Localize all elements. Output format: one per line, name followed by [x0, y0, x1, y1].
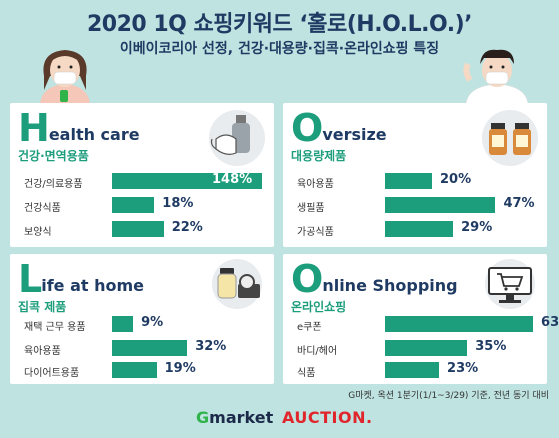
bar-row: 바디/헤어 35% — [283, 338, 547, 360]
bar-value-label: 32% — [195, 339, 227, 354]
page-title: 2020 1Q 쇼핑키워드 ‘홀로(H.O.L.O.)’ — [86, 12, 473, 37]
bar — [112, 362, 157, 378]
bar-category-label: 가공식품 — [297, 227, 334, 238]
man-with-mask-illustration — [463, 49, 529, 104]
panel-oversize: Oversize 대용량제품 육아용품 20% 생필품 47% 가공식품 29% — [283, 103, 547, 247]
bar-category-label: 육아용품 — [297, 179, 334, 190]
panel-subheading: 대용량제품 — [291, 149, 347, 163]
large-jars-icon — [482, 110, 538, 166]
bar-row: 재택 근무 용품 9% — [10, 314, 274, 336]
bar-category-label: e쿠폰 — [297, 322, 322, 333]
mask-and-sanitizer-icon — [209, 110, 265, 166]
source-note: G마켓, 옥션 1분기(1/1~3/29) 기준, 전년 동기 대비 — [348, 391, 549, 401]
bar — [112, 316, 134, 332]
bar-category-label: 다이어트용품 — [24, 368, 80, 379]
panel-initial: H — [18, 106, 50, 150]
bar — [112, 340, 188, 356]
bar-value-label: 35% — [475, 339, 507, 354]
panel-subheading: 집콕 제품 — [18, 300, 67, 314]
bar-value-label: 29% — [461, 220, 493, 235]
bar — [385, 340, 468, 356]
bar-category-label: 건강/의료용품 — [24, 179, 83, 190]
bar-category-label: 재택 근무 용품 — [24, 322, 86, 333]
gmarket-logo-rest: market — [209, 408, 274, 427]
panel-initial: O — [291, 257, 324, 301]
bar-category-label: 보양식 — [24, 227, 52, 238]
panel-heading: ife at home — [41, 276, 145, 295]
panel-subheading: 온라인쇼핑 — [291, 300, 347, 314]
bar — [385, 173, 432, 189]
bar-row: 보양식 22% — [10, 219, 274, 241]
bar — [385, 316, 534, 332]
page-subtitle: 이베이코리아 선정, 건강·대용량·집콕·온라인쇼핑 특징 — [119, 41, 440, 57]
bar-row: 식품 23% — [283, 360, 547, 382]
bar-category-label: 바디/헤어 — [297, 346, 338, 357]
bar — [385, 221, 454, 237]
bar-value-label: 22% — [171, 220, 203, 235]
panel-initial: L — [18, 257, 43, 301]
jar-and-tape-icon — [212, 259, 262, 309]
bar — [385, 362, 440, 378]
panel-heading: nline Shopping — [322, 276, 458, 295]
bar-row: 가공식품 29% — [283, 219, 547, 241]
bar-value-label: 18% — [162, 196, 194, 211]
bar-category-label: 생필품 — [297, 203, 325, 214]
bar-category-label: 육아용품 — [24, 346, 61, 357]
panel-initial: O — [291, 106, 324, 150]
bar-row: 건강식품 18% — [10, 195, 274, 217]
bar-row: e쿠폰 63% — [283, 314, 559, 336]
gmarket-logo: Gmarket — [196, 408, 273, 427]
bar-row: 다이어트용품 19% — [10, 360, 274, 382]
bar-row: 육아용품 32% — [10, 338, 274, 360]
shopping-cart-monitor-icon — [485, 259, 535, 309]
panel-health-care: Health care 건강·면역용품 건강/의료용품 148% 건강식품 18… — [10, 103, 274, 247]
bar-row: 건강/의료용품 148% — [10, 171, 274, 193]
bar-row: 생필품 47% — [283, 195, 547, 217]
bar-value-label: 47% — [503, 196, 535, 211]
bar-value-label: 19% — [164, 361, 196, 376]
bar-value-label: 9% — [141, 315, 164, 330]
bar — [385, 197, 496, 213]
bar-value-label: 20% — [440, 172, 472, 187]
bar — [112, 173, 262, 189]
gmarket-logo-g: G — [196, 408, 210, 427]
panel-heading: ealth care — [48, 125, 140, 144]
bar-category-label: 건강식품 — [24, 203, 61, 214]
bar-category-label: 식품 — [297, 368, 316, 379]
bar-row: 육아용품 20% — [283, 171, 547, 193]
bar-value-label: 63% — [541, 315, 559, 330]
bar — [112, 221, 164, 237]
bar-value-label: 148% — [212, 172, 253, 187]
bar — [112, 197, 155, 213]
bar-value-label: 23% — [447, 361, 479, 376]
woman-with-mask-illustration — [40, 50, 90, 104]
panel-heading: versize — [322, 125, 387, 144]
panel-subheading: 건강·면역용품 — [18, 149, 89, 163]
auction-logo: AUCTION. — [282, 408, 373, 427]
panel-online-shopping: Online Shopping 온라인쇼핑 e쿠폰 63% 바디/헤어 35% … — [283, 254, 559, 384]
panel-life-at-home: Life at home 집콕 제품 재택 근무 용품 9% 육아용품 32% … — [10, 254, 274, 384]
